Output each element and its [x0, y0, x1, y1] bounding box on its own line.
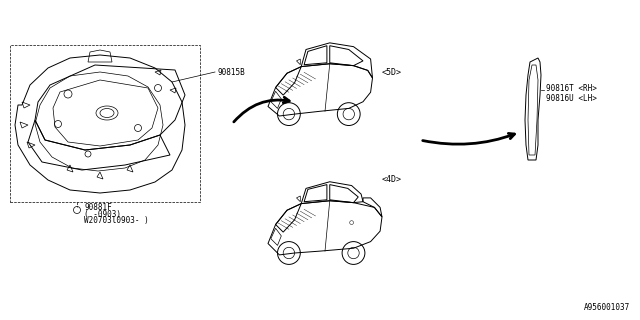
- Text: ( -0903): ( -0903): [84, 210, 121, 219]
- Text: 90815B: 90815B: [217, 68, 244, 76]
- Text: 90881F: 90881F: [84, 203, 112, 212]
- Text: <4D>: <4D>: [382, 175, 402, 184]
- Text: A956001037: A956001037: [584, 303, 630, 312]
- Text: 90816T <RH>: 90816T <RH>: [546, 84, 597, 92]
- Text: 90816U <LH>: 90816U <LH>: [546, 93, 597, 102]
- Text: <5D>: <5D>: [382, 68, 402, 77]
- Text: W20703l0903- ): W20703l0903- ): [84, 217, 148, 226]
